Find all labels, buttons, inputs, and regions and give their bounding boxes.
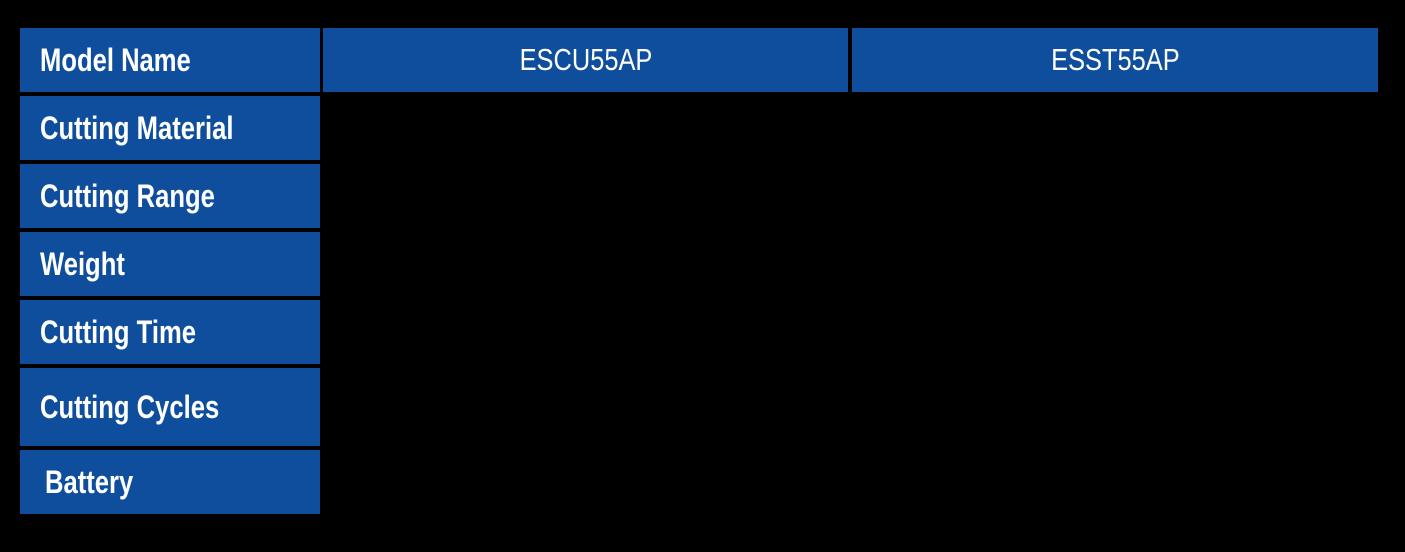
column-gutter — [848, 450, 852, 514]
row-value-cell-model-2 — [852, 300, 1378, 364]
table-row: Cutting Time — [20, 300, 1378, 364]
row-value-cell-model-1 — [323, 232, 848, 296]
row-label-battery: Battery — [45, 463, 134, 500]
header-cell-model-1: ESCU55AP — [323, 28, 848, 92]
column-gutter — [320, 96, 323, 160]
table-row: Cutting Material — [20, 96, 1378, 160]
row-label-cell: Battery — [20, 450, 320, 514]
column-gutter — [320, 368, 323, 446]
table-row: Cutting Cycles — [20, 368, 1378, 446]
row-label-cutting-cycles: Cutting Cycles — [40, 388, 220, 425]
column-gutter — [320, 28, 323, 92]
row-value-cell-model-1 — [323, 368, 848, 446]
row-value-cell-model-1 — [323, 96, 848, 160]
row-label-cell: Cutting Cycles — [20, 368, 320, 446]
header-label-model-1: ESCU55AP — [519, 42, 652, 77]
header-cell-model-2: ESST55AP — [852, 28, 1378, 92]
column-gutter — [320, 232, 323, 296]
header-label-model-name: Model Name — [40, 41, 191, 78]
row-value-cell-model-1 — [323, 450, 848, 514]
row-value-cell-model-1 — [323, 300, 848, 364]
row-value-cell-model-2 — [852, 164, 1378, 228]
table-header-row: Model Name ESCU55AP ESST55AP — [20, 28, 1378, 92]
column-gutter — [848, 300, 852, 364]
row-value-cell-model-2 — [852, 450, 1378, 514]
column-gutter — [320, 164, 323, 228]
row-label-cutting-range: Cutting Range — [40, 177, 215, 214]
table-row: Weight — [20, 232, 1378, 296]
specification-table: Model Name ESCU55AP ESST55AP Cutting Mat… — [20, 28, 1378, 527]
column-gutter — [320, 300, 323, 364]
table-row: Cutting Range — [20, 164, 1378, 228]
header-label-model-2: ESST55AP — [1050, 42, 1180, 77]
row-label-cell: Cutting Range — [20, 164, 320, 228]
row-label-cell: Cutting Material — [20, 96, 320, 160]
column-gutter — [848, 164, 852, 228]
column-gutter — [848, 96, 852, 160]
table-row: Battery — [20, 450, 1378, 514]
column-gutter — [320, 450, 323, 514]
header-cell-model-name: Model Name — [20, 28, 320, 92]
column-gutter — [848, 368, 852, 446]
column-gutter — [848, 28, 852, 92]
row-label-cell: Weight — [20, 232, 320, 296]
column-gutter — [848, 232, 852, 296]
row-value-cell-model-2 — [852, 96, 1378, 160]
row-label-cutting-time: Cutting Time — [40, 313, 196, 350]
row-value-cell-model-2 — [852, 368, 1378, 446]
row-value-cell-model-1 — [323, 164, 848, 228]
row-label-cutting-material: Cutting Material — [40, 109, 234, 146]
row-label-cell: Cutting Time — [20, 300, 320, 364]
row-label-weight: Weight — [40, 245, 125, 282]
row-value-cell-model-2 — [852, 232, 1378, 296]
